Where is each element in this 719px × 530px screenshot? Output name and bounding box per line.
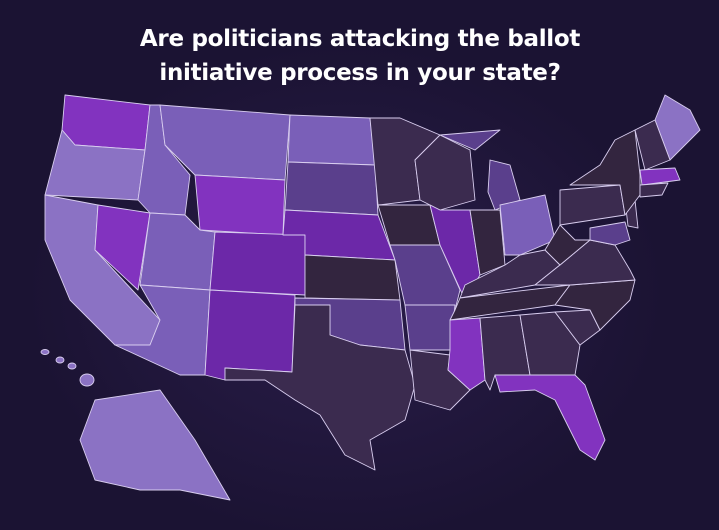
state — [61, 94, 151, 151]
island — [40, 349, 50, 355]
state — [639, 182, 669, 198]
title: Are politicians attacking the ballot ini… — [139, 26, 581, 86]
states — [40, 94, 701, 501]
island — [79, 373, 95, 387]
state — [204, 289, 296, 381]
state — [634, 119, 671, 171]
state — [287, 114, 376, 166]
state — [544, 224, 591, 266]
island — [55, 356, 65, 364]
island — [67, 362, 77, 370]
state — [589, 221, 631, 246]
state — [194, 174, 286, 236]
state — [519, 311, 581, 376]
state — [569, 129, 641, 216]
state — [79, 389, 231, 501]
state — [494, 374, 606, 461]
state — [404, 304, 456, 351]
state — [304, 254, 401, 301]
state — [639, 167, 681, 186]
state — [499, 194, 556, 256]
state — [439, 129, 501, 151]
state — [94, 204, 151, 291]
state — [224, 304, 416, 471]
state — [559, 184, 626, 226]
state — [209, 231, 306, 296]
state — [284, 161, 379, 216]
